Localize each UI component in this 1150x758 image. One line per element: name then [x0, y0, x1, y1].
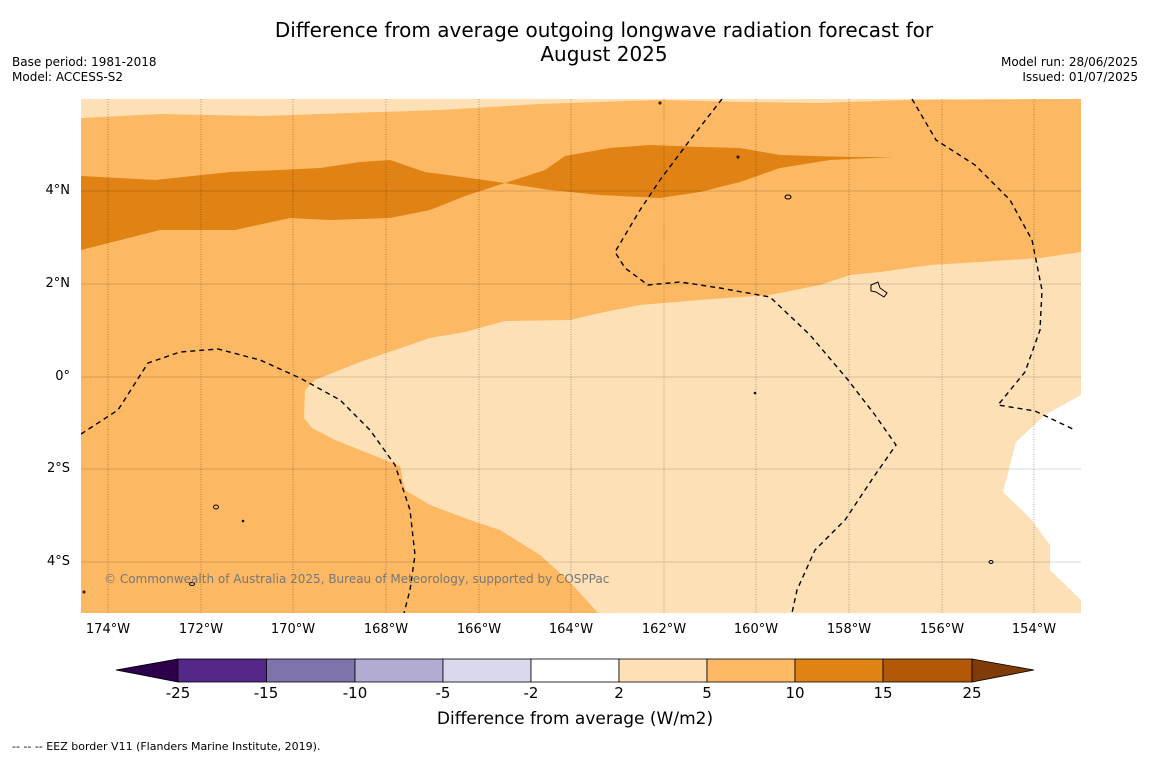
- issued-date: Issued: 01/07/2025: [1022, 70, 1138, 84]
- field-5-10-north: [81, 99, 1081, 613]
- colorbar: [115, 658, 1035, 683]
- lon-label-154w: 154°W: [1011, 622, 1057, 637]
- meta-left: Base period: 1981-2018 Model: ACCESS-S2: [12, 55, 157, 85]
- colorbar-tick-neg15: -15: [253, 684, 279, 702]
- colorbar-bin-neg15-neg10: [266, 658, 356, 683]
- colorbar-tick-neg10: -10: [342, 684, 368, 702]
- colorbar-tick-neg5: -5: [435, 684, 451, 702]
- field-10-15-east: [505, 145, 893, 198]
- colorbar-title: Difference from average (W/m2): [436, 709, 714, 729]
- island-1: [784, 194, 792, 200]
- lat-label-0: 0°: [55, 369, 70, 384]
- colorbar-tick-5: 5: [702, 684, 712, 702]
- lon-label-156w: 156°W: [919, 622, 965, 637]
- islands: [82, 101, 994, 594]
- island-8: [753, 391, 757, 395]
- colorbar-tick-25: 25: [962, 684, 982, 702]
- latitude-gridlines: [81, 190, 1081, 563]
- colorbar-bin-10-15: [794, 658, 884, 683]
- lon-label-170w: 170°W: [270, 622, 316, 637]
- lat-label-2s: 2°S: [46, 461, 70, 476]
- field-neg2-2: [1003, 395, 1081, 600]
- island-6: [736, 155, 740, 159]
- colorbar-tick-15: 15: [873, 684, 893, 702]
- colorbar-bin-neg10-neg5: [354, 658, 444, 683]
- lon-label-166w: 166°W: [456, 622, 502, 637]
- lon-label-174w: 174°W: [85, 622, 131, 637]
- island-7: [241, 519, 245, 523]
- lat-label-4n: 4°N: [45, 183, 71, 198]
- island-4: [988, 560, 994, 564]
- island-9: [82, 590, 86, 594]
- map-panel: [81, 99, 1081, 613]
- model-name: Model: ACCESS-S2: [12, 70, 124, 84]
- colorbar-extend-low: [115, 658, 179, 683]
- lon-label-168w: 168°W: [363, 622, 409, 637]
- base-period: Base period: 1981-2018: [12, 55, 157, 69]
- lon-label-162w: 162°W: [641, 622, 687, 637]
- colorbar-bin-neg5-neg2: [442, 658, 532, 683]
- lon-label-172w: 172°W: [178, 622, 224, 637]
- lon-label-160w: 160°W: [733, 622, 779, 637]
- colorbar-tick-neg25: -25: [165, 684, 191, 702]
- colorbar-bin-15-25: [882, 658, 973, 683]
- island-2: [213, 504, 219, 510]
- island-5: [658, 101, 662, 105]
- colorbar-bin-2-5: [618, 658, 708, 683]
- eez-footnote: -- -- -- EEZ border V11 (Flanders Marine…: [12, 740, 321, 753]
- meta-right: Model run: 28/06/2025 Issued: 01/07/2025: [1001, 55, 1138, 85]
- colorbar-extend-high: [971, 658, 1035, 683]
- colorbar-tick-neg2: -2: [523, 684, 539, 702]
- colorbar-tick-2: 2: [614, 684, 624, 702]
- map-title: Difference from average outgoing longwav…: [0, 18, 1150, 66]
- island-kiritimati: [870, 281, 888, 298]
- model-run: Model run: 28/06/2025: [1000, 55, 1138, 69]
- lat-label-4s: 4°S: [46, 554, 70, 569]
- colorbar-tick-10: 10: [785, 684, 805, 702]
- map-title-line2: August 2025: [540, 42, 668, 66]
- copyright-notice: © Commonwealth of Australia 2025, Bureau…: [104, 572, 610, 586]
- lon-label-158w: 158°W: [826, 622, 872, 637]
- colorbar-bin-5-10: [706, 658, 796, 683]
- map-title-line1: Difference from average outgoing longwav…: [274, 18, 934, 42]
- longitude-gridlines: [107, 99, 1035, 613]
- colorbar-bin-neg2-2: [530, 658, 620, 683]
- island-3: [189, 582, 195, 586]
- colorbar-bin-neg25-neg15: [177, 658, 267, 683]
- eez-borders: [81, 99, 1076, 613]
- lon-label-164w: 164°W: [548, 622, 594, 637]
- lat-label-2n: 2°N: [45, 276, 71, 291]
